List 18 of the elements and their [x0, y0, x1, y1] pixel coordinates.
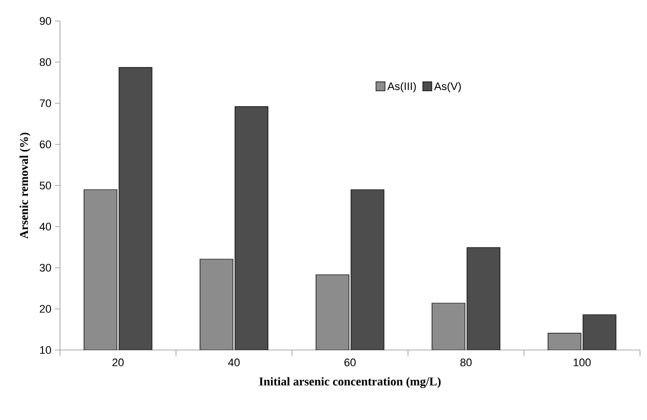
x-tick-label: 80 [460, 358, 472, 366]
x-tick-label: 20 [112, 358, 124, 366]
y-tick-label: 70 [40, 99, 52, 108]
legend-label: As(III) [387, 82, 416, 92]
y-tick-label: 40 [40, 222, 52, 231]
y-tick-label: 20 [40, 305, 52, 313]
y-tick-label: 30 [40, 264, 52, 272]
y-tick-label: 50 [40, 182, 52, 190]
x-axis-title: Initial arsenic concentration (mg/L) [259, 377, 441, 388]
y-axis-title: Arsenic removal (%) [20, 132, 30, 239]
x-tick-label: 60 [344, 358, 356, 366]
y-tick-label: 90 [40, 17, 52, 25]
y-tick-label: 60 [40, 140, 52, 148]
x-tick-label: 100 [574, 358, 591, 366]
y-tick-label: 80 [40, 58, 52, 66]
x-tick-label: 40 [228, 358, 240, 366]
legend-label: As(V) [434, 82, 461, 92]
y-tick-label: 10 [40, 346, 52, 354]
